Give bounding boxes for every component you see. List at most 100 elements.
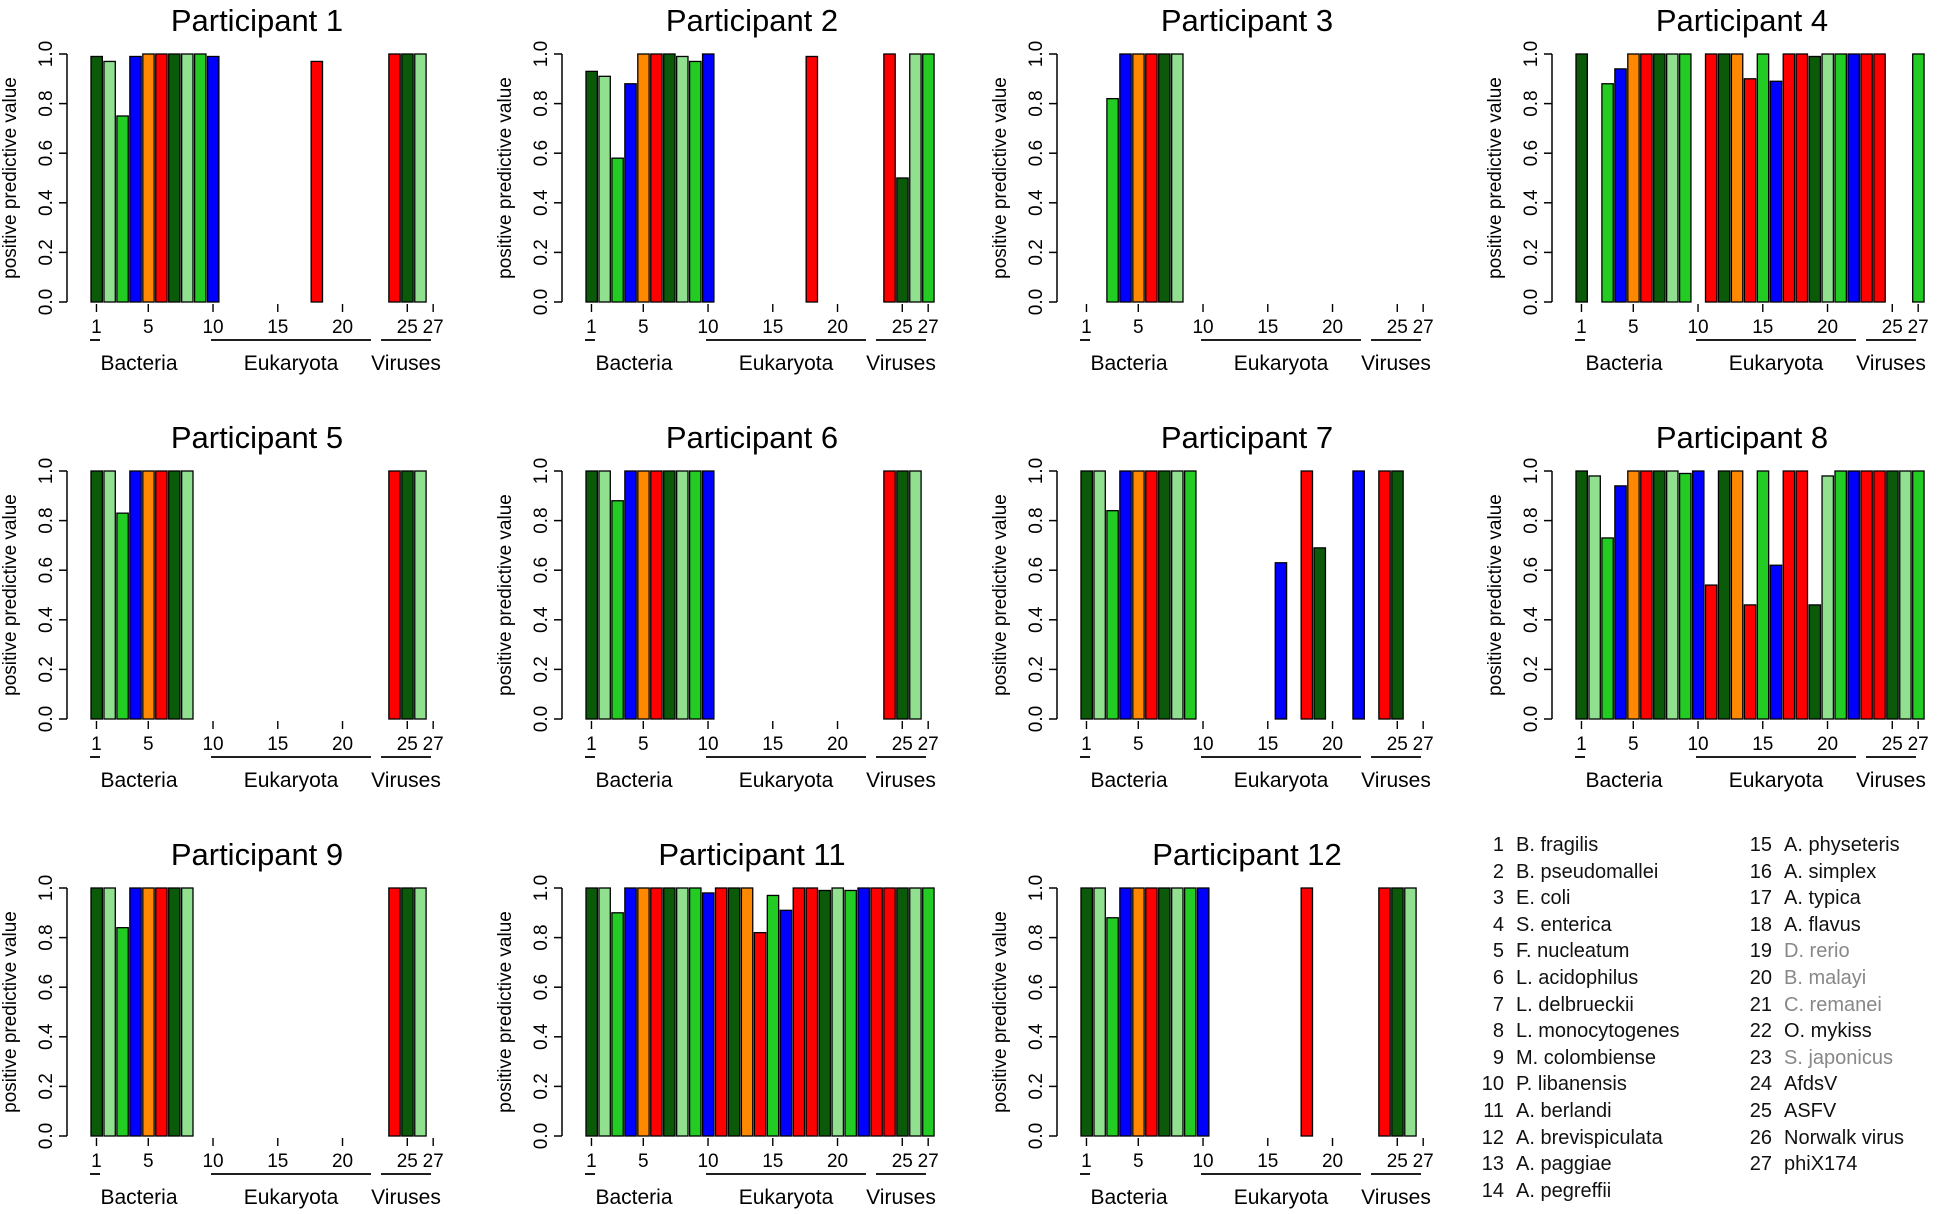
bar-species-7 — [663, 887, 676, 1137]
bar-species-6 — [1145, 470, 1158, 720]
bar-species-21 — [1834, 470, 1848, 720]
legend-species-name: B. pseudomallei — [1516, 860, 1659, 883]
bar-species-17 — [792, 887, 806, 1137]
x-tick-label: 5 — [638, 1151, 649, 1172]
y-tick-label: 1.0 — [36, 458, 57, 484]
group-label: Bacteria — [1090, 769, 1167, 792]
bar-species-3 — [116, 115, 129, 303]
bar-species-7 — [1158, 887, 1171, 1137]
bar-species-5 — [637, 470, 650, 720]
x-tick-label: 5 — [1628, 317, 1639, 338]
legend-item: 12 A. brevispiculata — [1470, 1127, 1663, 1150]
bar-species-1 — [90, 470, 104, 720]
legend-number: 3 — [1492, 887, 1504, 910]
x-tick-label: 27 — [1908, 734, 1929, 755]
legend-item: 13 A. paggiae — [1470, 1153, 1612, 1176]
bar-species-24 — [1378, 887, 1391, 1137]
legend-item: 18 A. flavus — [1738, 914, 1861, 937]
legend-item: 17 A. typica — [1738, 887, 1861, 910]
bar-species-2 — [103, 887, 116, 1137]
legend-item: 8 L. monocytogenes — [1470, 1020, 1680, 1043]
bar-species-19 — [818, 889, 832, 1137]
y-tick-label: 1.0 — [531, 458, 552, 484]
x-tick-label: 10 — [1192, 317, 1213, 338]
group-label: Eukaryota — [739, 769, 834, 792]
legend-species-name: B. malayi — [1784, 967, 1867, 989]
bar-species-2 — [103, 60, 116, 303]
legend-species-name: ASFV — [1784, 1100, 1837, 1122]
bar-species-3 — [611, 912, 624, 1137]
x-tick-label: 15 — [1257, 734, 1278, 755]
x-tick-label: 5 — [143, 734, 154, 755]
y-tick-label: 0.0 — [531, 1123, 552, 1149]
bar-species-7 — [663, 470, 676, 720]
group-label: Bacteria — [1585, 352, 1662, 375]
group-label: Viruses — [866, 1186, 936, 1209]
bar-species-3 — [611, 157, 624, 303]
bar-species-13 — [1730, 470, 1744, 720]
bar-species-1 — [90, 887, 104, 1137]
group-label: Viruses — [371, 352, 441, 375]
y-tick-label: 0.6 — [1026, 974, 1047, 1000]
y-tick-label: 0.4 — [1521, 189, 1542, 216]
legend-species-name: E. coli — [1516, 887, 1571, 910]
legend-species-name: S. japonicus — [1784, 1046, 1893, 1069]
y-tick-label: 0.2 — [1521, 239, 1542, 265]
y-axis-label: positive predictive value — [495, 911, 516, 1113]
bar-species-26 — [909, 470, 922, 720]
bar-species-22 — [857, 887, 870, 1137]
group-label: Bacteria — [1090, 352, 1167, 375]
x-tick-label: 1 — [91, 1151, 102, 1172]
bar-species-6 — [1640, 53, 1653, 303]
bar-species-7 — [168, 470, 181, 720]
y-tick-label: 0.4 — [1521, 606, 1542, 633]
y-tick-label: 0.8 — [531, 90, 552, 116]
bar-species-26 — [414, 887, 427, 1137]
legend-item: 5 F. nucleatum — [1470, 940, 1630, 963]
bar-species-15 — [1756, 470, 1770, 720]
group-label: Eukaryota — [244, 352, 339, 375]
bar-species-23 — [870, 887, 883, 1137]
x-tick-label: 27 — [1413, 317, 1434, 338]
y-tick-label: 0.2 — [36, 656, 57, 682]
bar-species-10 — [1691, 470, 1705, 720]
bar-species-5 — [1627, 470, 1640, 720]
legend-species-name: A. physeteris — [1784, 834, 1900, 856]
y-tick-label: 0.0 — [531, 289, 552, 315]
panel-title: Participant 9 — [171, 837, 343, 872]
bar-species-12 — [727, 887, 741, 1137]
legend-species-name: A. berlandi — [1516, 1100, 1612, 1122]
bar-species-24 — [883, 53, 896, 303]
bar-species-5 — [1627, 53, 1640, 303]
group-label: Bacteria — [1585, 769, 1662, 792]
bar-species-26 — [1404, 887, 1417, 1137]
y-tick-label: 0.0 — [36, 1123, 57, 1149]
bar-species-9 — [1678, 53, 1692, 303]
bar-species-10 — [701, 470, 715, 720]
x-tick-label: 1 — [1576, 734, 1587, 755]
bar-species-6 — [155, 887, 168, 1137]
panel-title: Participant 11 — [658, 837, 845, 872]
bar-species-9 — [688, 60, 702, 303]
y-tick-label: 1.0 — [531, 41, 552, 67]
y-tick-label: 0.0 — [1026, 289, 1047, 315]
bar-species-25 — [896, 177, 909, 303]
y-tick-label: 0.2 — [1026, 656, 1047, 682]
bar-species-25 — [401, 53, 414, 303]
legend-number: 26 — [1749, 1126, 1772, 1149]
bar-species-6 — [1145, 53, 1158, 303]
group-label: Bacteria — [100, 769, 177, 792]
bar-species-3 — [1601, 83, 1614, 303]
x-tick-label: 27 — [423, 317, 444, 338]
legend-species-name: M. colombiense — [1516, 1046, 1657, 1069]
bar-species-8 — [1171, 470, 1184, 720]
bar-species-25 — [1886, 470, 1899, 720]
x-tick-label: 5 — [143, 317, 154, 338]
bar-species-3 — [1106, 917, 1119, 1137]
x-tick-label: 25 — [892, 317, 913, 338]
y-axis-label: positive predictive value — [990, 494, 1011, 696]
y-tick-label: 0.0 — [36, 706, 57, 732]
x-tick-label: 15 — [267, 1151, 288, 1172]
y-tick-label: 0.6 — [1026, 557, 1047, 583]
